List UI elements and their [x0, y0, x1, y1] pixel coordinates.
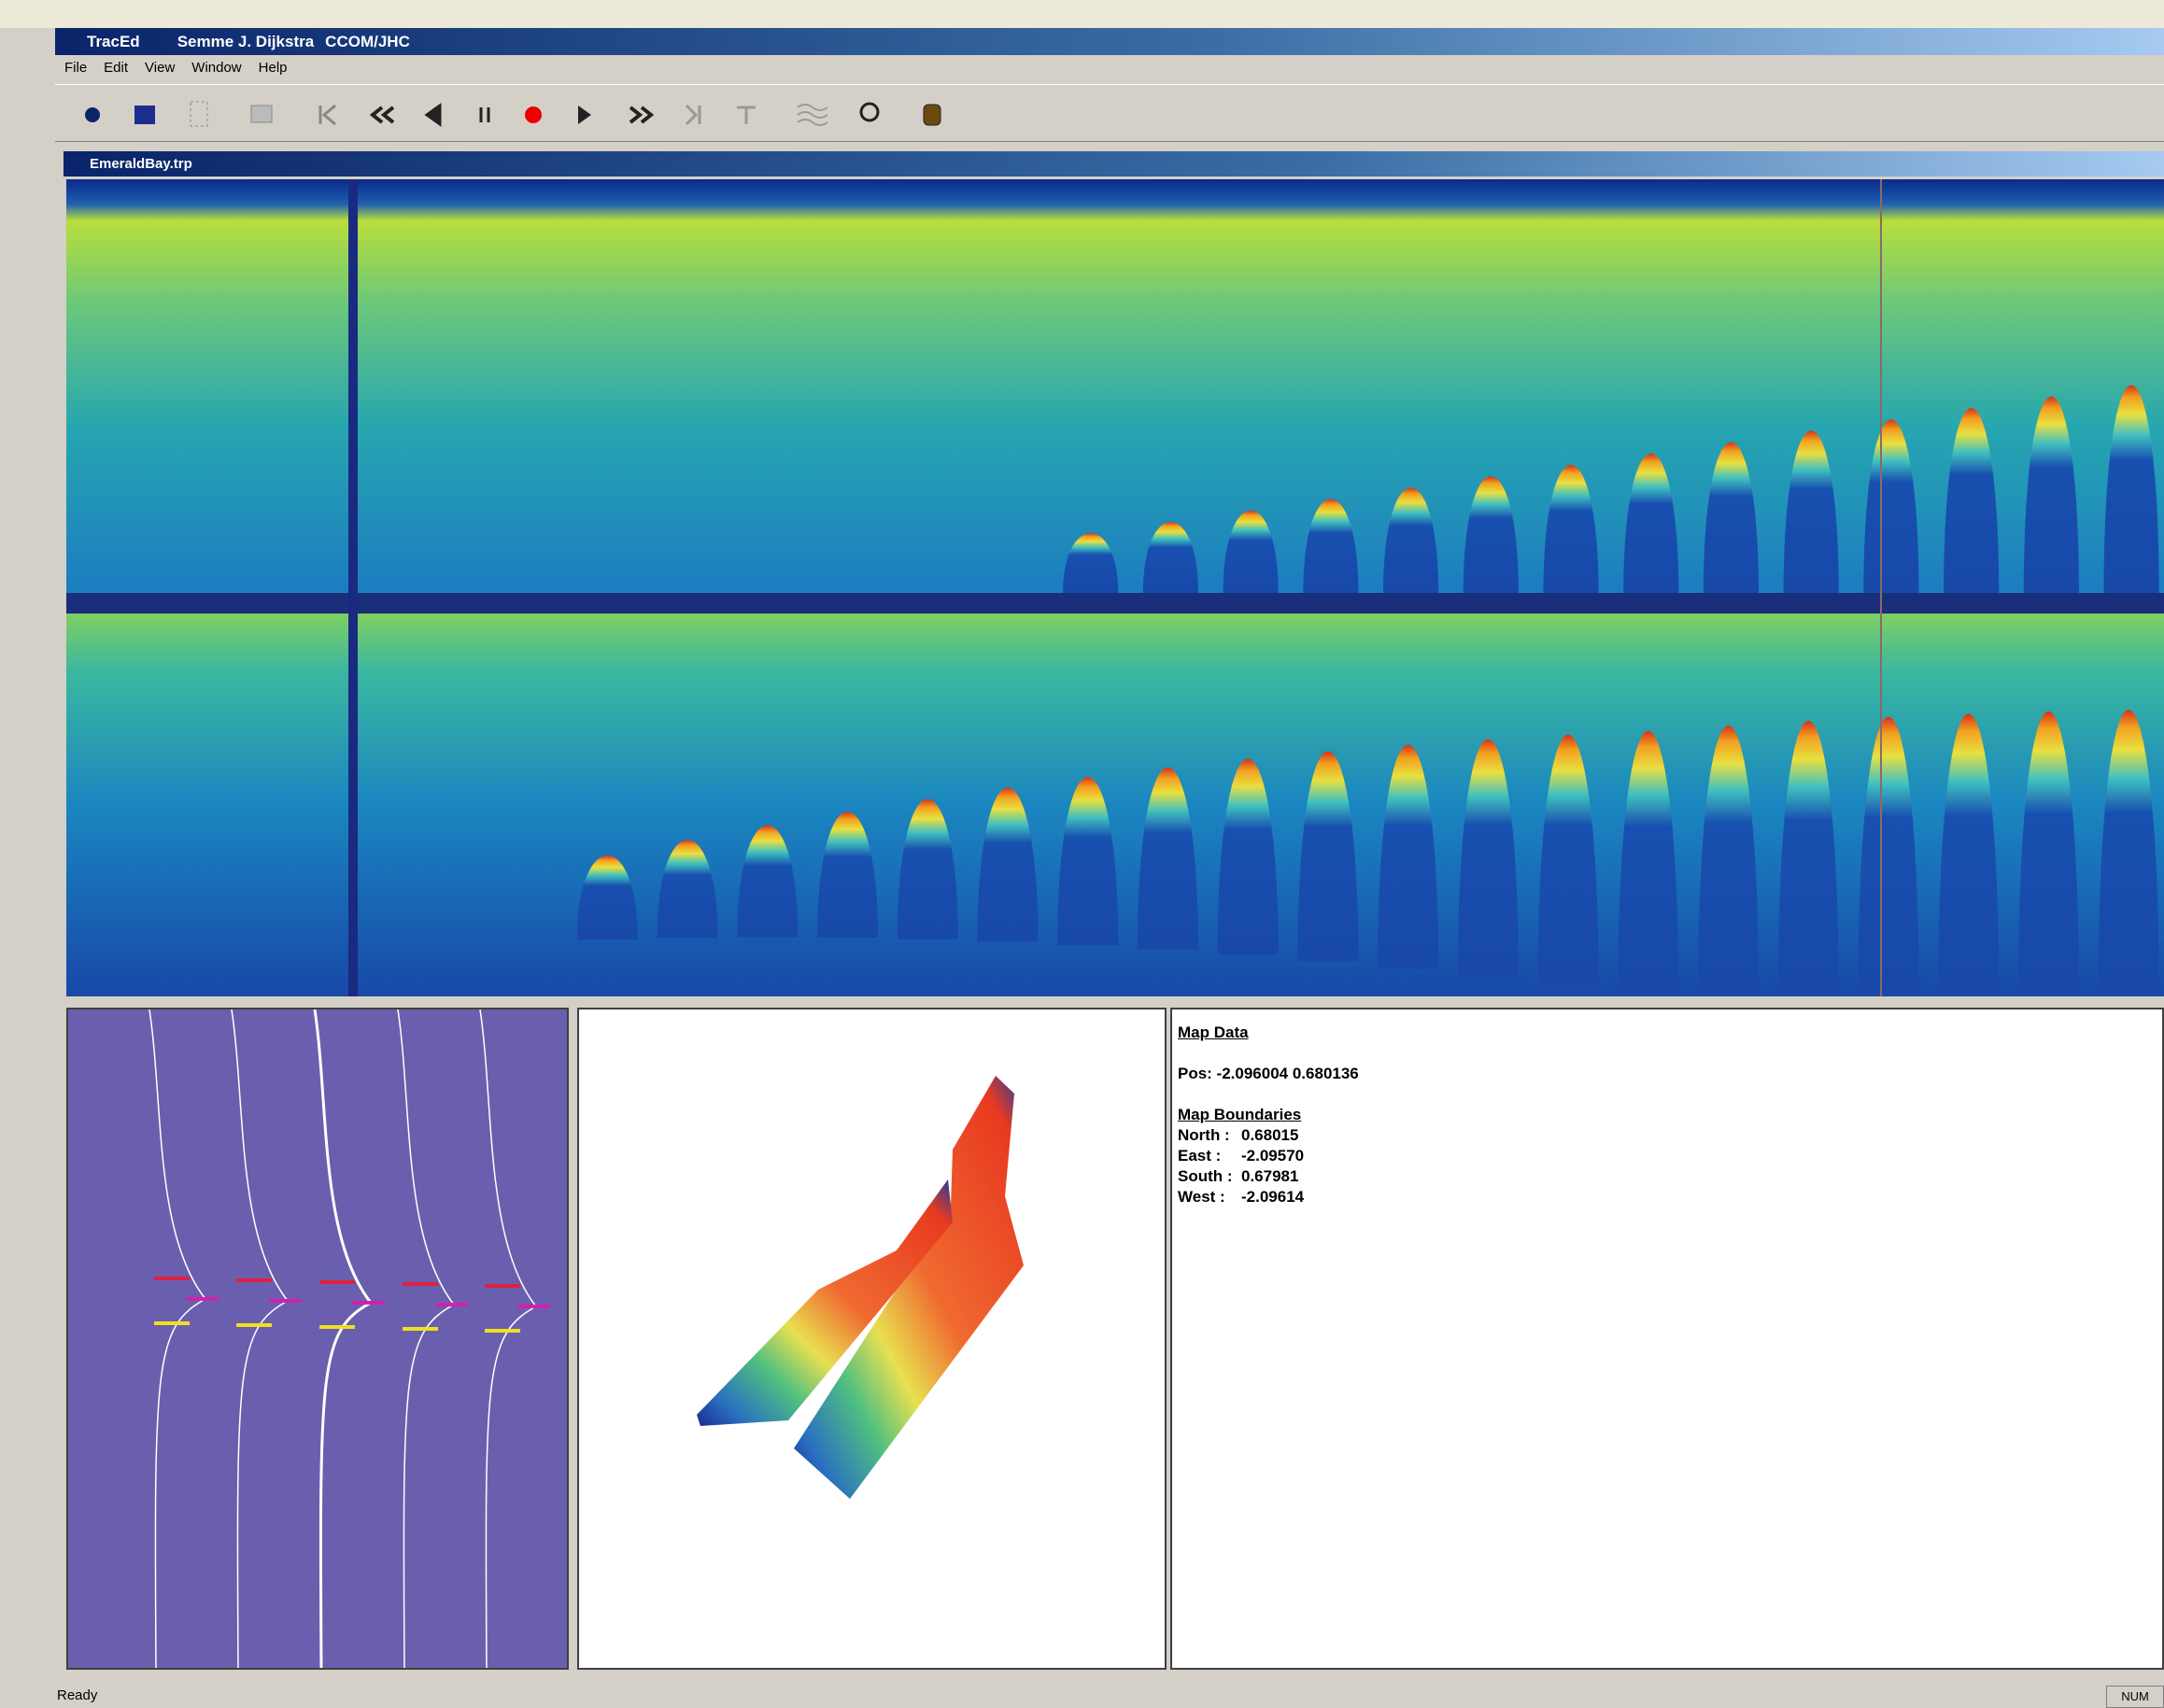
app-window: TracEd Semme J. Dijkstra CCOM/JHC File Ed…	[0, 0, 2164, 1707]
button-back[interactable]	[427, 106, 440, 124]
menu-item[interactable]: Window	[191, 60, 241, 76]
button-layers[interactable]	[191, 102, 207, 126]
button-lasso[interactable]	[861, 104, 878, 120]
trace	[149, 1009, 205, 1670]
button-record[interactable]	[525, 106, 542, 123]
trace	[398, 1009, 454, 1670]
boundary-label: East :	[1178, 1146, 1241, 1166]
user-name: Semme J. Dijkstra	[177, 33, 314, 51]
boundary-value: -2.09614	[1241, 1188, 1304, 1206]
toolbar	[55, 84, 2164, 142]
button-filter[interactable]	[737, 107, 756, 124]
echogram	[66, 179, 2164, 996]
desktop-strip	[0, 0, 2164, 28]
boundary-label: South :	[1178, 1166, 1241, 1187]
menu-item[interactable]: View	[145, 60, 175, 76]
button-open[interactable]	[85, 107, 100, 122]
boundary-label: West :	[1178, 1187, 1241, 1207]
button-database[interactable]	[924, 105, 941, 125]
boundary-row: West :-2.09614	[1178, 1187, 2157, 1207]
boundaries-heading: Map Boundaries	[1178, 1105, 2157, 1125]
trace	[480, 1009, 536, 1670]
boundary-row: South :0.67981	[1178, 1166, 2157, 1187]
button-play[interactable]	[578, 106, 591, 124]
app-name: TracEd	[87, 33, 140, 51]
status-message: Ready	[55, 1684, 2164, 1707]
boundary-value: 0.68015	[1241, 1126, 1298, 1144]
map-pane	[577, 1008, 1167, 1670]
trace	[315, 1009, 371, 1670]
button-rewind[interactable]	[373, 107, 393, 122]
menu-bar: File Edit View Window Help	[55, 55, 2164, 80]
menu-item[interactable]: Edit	[104, 60, 128, 76]
page: TracEd {"title_bar": {"app": "TracEd", "…	[0, 0, 2164, 1707]
menu-item[interactable]: Help	[259, 60, 288, 76]
document-title: EmeraldBay.trp	[64, 151, 2164, 176]
button-pause[interactable]	[481, 107, 488, 122]
num-indicator: NUM	[2106, 1686, 2164, 1708]
button-forward[interactable]	[630, 107, 651, 122]
waveform-pane	[66, 1008, 569, 1670]
button-edit[interactable]	[134, 106, 155, 124]
boundary-value: -2.09570	[1241, 1147, 1304, 1165]
boundary-value: 0.67981	[1241, 1167, 1298, 1185]
boundary-label: North :	[1178, 1125, 1241, 1146]
map-data-heading: Map Data	[1178, 1023, 2157, 1043]
button-wave[interactable]	[798, 105, 827, 125]
position: Pos: -2.096004 0.680136	[1178, 1064, 2157, 1084]
button-print[interactable]	[251, 106, 272, 122]
title-bar: TracEd Semme J. Dijkstra CCOM/JHC	[55, 28, 2164, 55]
menu-item[interactable]: File	[64, 60, 87, 76]
button-first[interactable]	[320, 106, 335, 124]
toolbar-buttons[interactable]	[85, 102, 941, 126]
trace	[232, 1009, 288, 1670]
boundary-row: East :-2.09570	[1178, 1146, 2157, 1166]
button-last[interactable]	[686, 106, 700, 124]
map-info-pane: Map Data Pos: -2.096004 0.680136 Map Bou…	[1170, 1008, 2164, 1670]
org-name: CCOM/JHC	[325, 33, 410, 51]
boundary-row: North :0.68015	[1178, 1125, 2157, 1146]
